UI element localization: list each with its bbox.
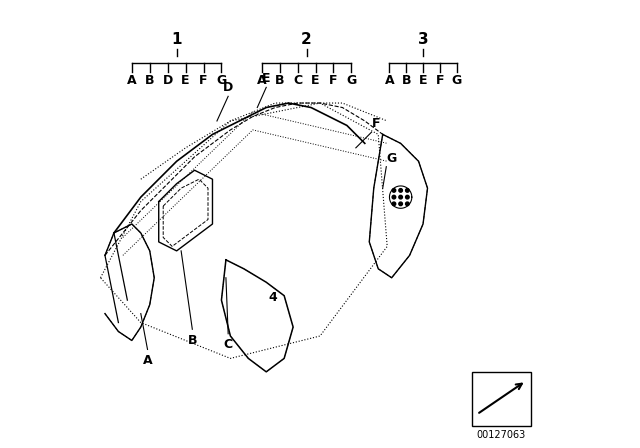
Circle shape	[392, 202, 396, 206]
Text: G: G	[387, 152, 397, 165]
Text: F: F	[371, 117, 380, 130]
Bar	[472, 372, 531, 426]
Circle shape	[406, 195, 409, 199]
Text: 2: 2	[301, 32, 312, 47]
Text: C: C	[223, 338, 233, 351]
Circle shape	[399, 195, 403, 199]
Text: B: B	[145, 74, 154, 87]
Text: 4: 4	[269, 291, 277, 305]
Text: B: B	[188, 334, 197, 347]
Text: B: B	[401, 74, 411, 87]
Circle shape	[406, 189, 409, 192]
Text: B: B	[275, 74, 284, 87]
Circle shape	[399, 202, 403, 206]
Text: E: E	[181, 74, 190, 87]
Text: 3: 3	[418, 32, 428, 47]
Text: A: A	[385, 74, 394, 87]
Text: G: G	[451, 74, 462, 87]
Text: A: A	[257, 74, 267, 87]
Circle shape	[392, 189, 396, 192]
Text: 1: 1	[172, 32, 182, 47]
Text: C: C	[293, 74, 302, 87]
Text: D: D	[223, 81, 234, 94]
Text: E: E	[419, 74, 428, 87]
Text: E: E	[311, 74, 320, 87]
Text: G: G	[216, 74, 227, 87]
Text: F: F	[199, 74, 208, 87]
Text: D: D	[163, 74, 173, 87]
Text: A: A	[143, 354, 152, 367]
Text: E: E	[262, 72, 271, 85]
Circle shape	[406, 202, 409, 206]
Text: G: G	[346, 74, 356, 87]
Text: F: F	[329, 74, 338, 87]
Text: A: A	[127, 74, 137, 87]
Circle shape	[392, 195, 396, 199]
Circle shape	[399, 189, 403, 192]
Text: 00127063: 00127063	[477, 430, 526, 440]
Text: F: F	[436, 74, 444, 87]
